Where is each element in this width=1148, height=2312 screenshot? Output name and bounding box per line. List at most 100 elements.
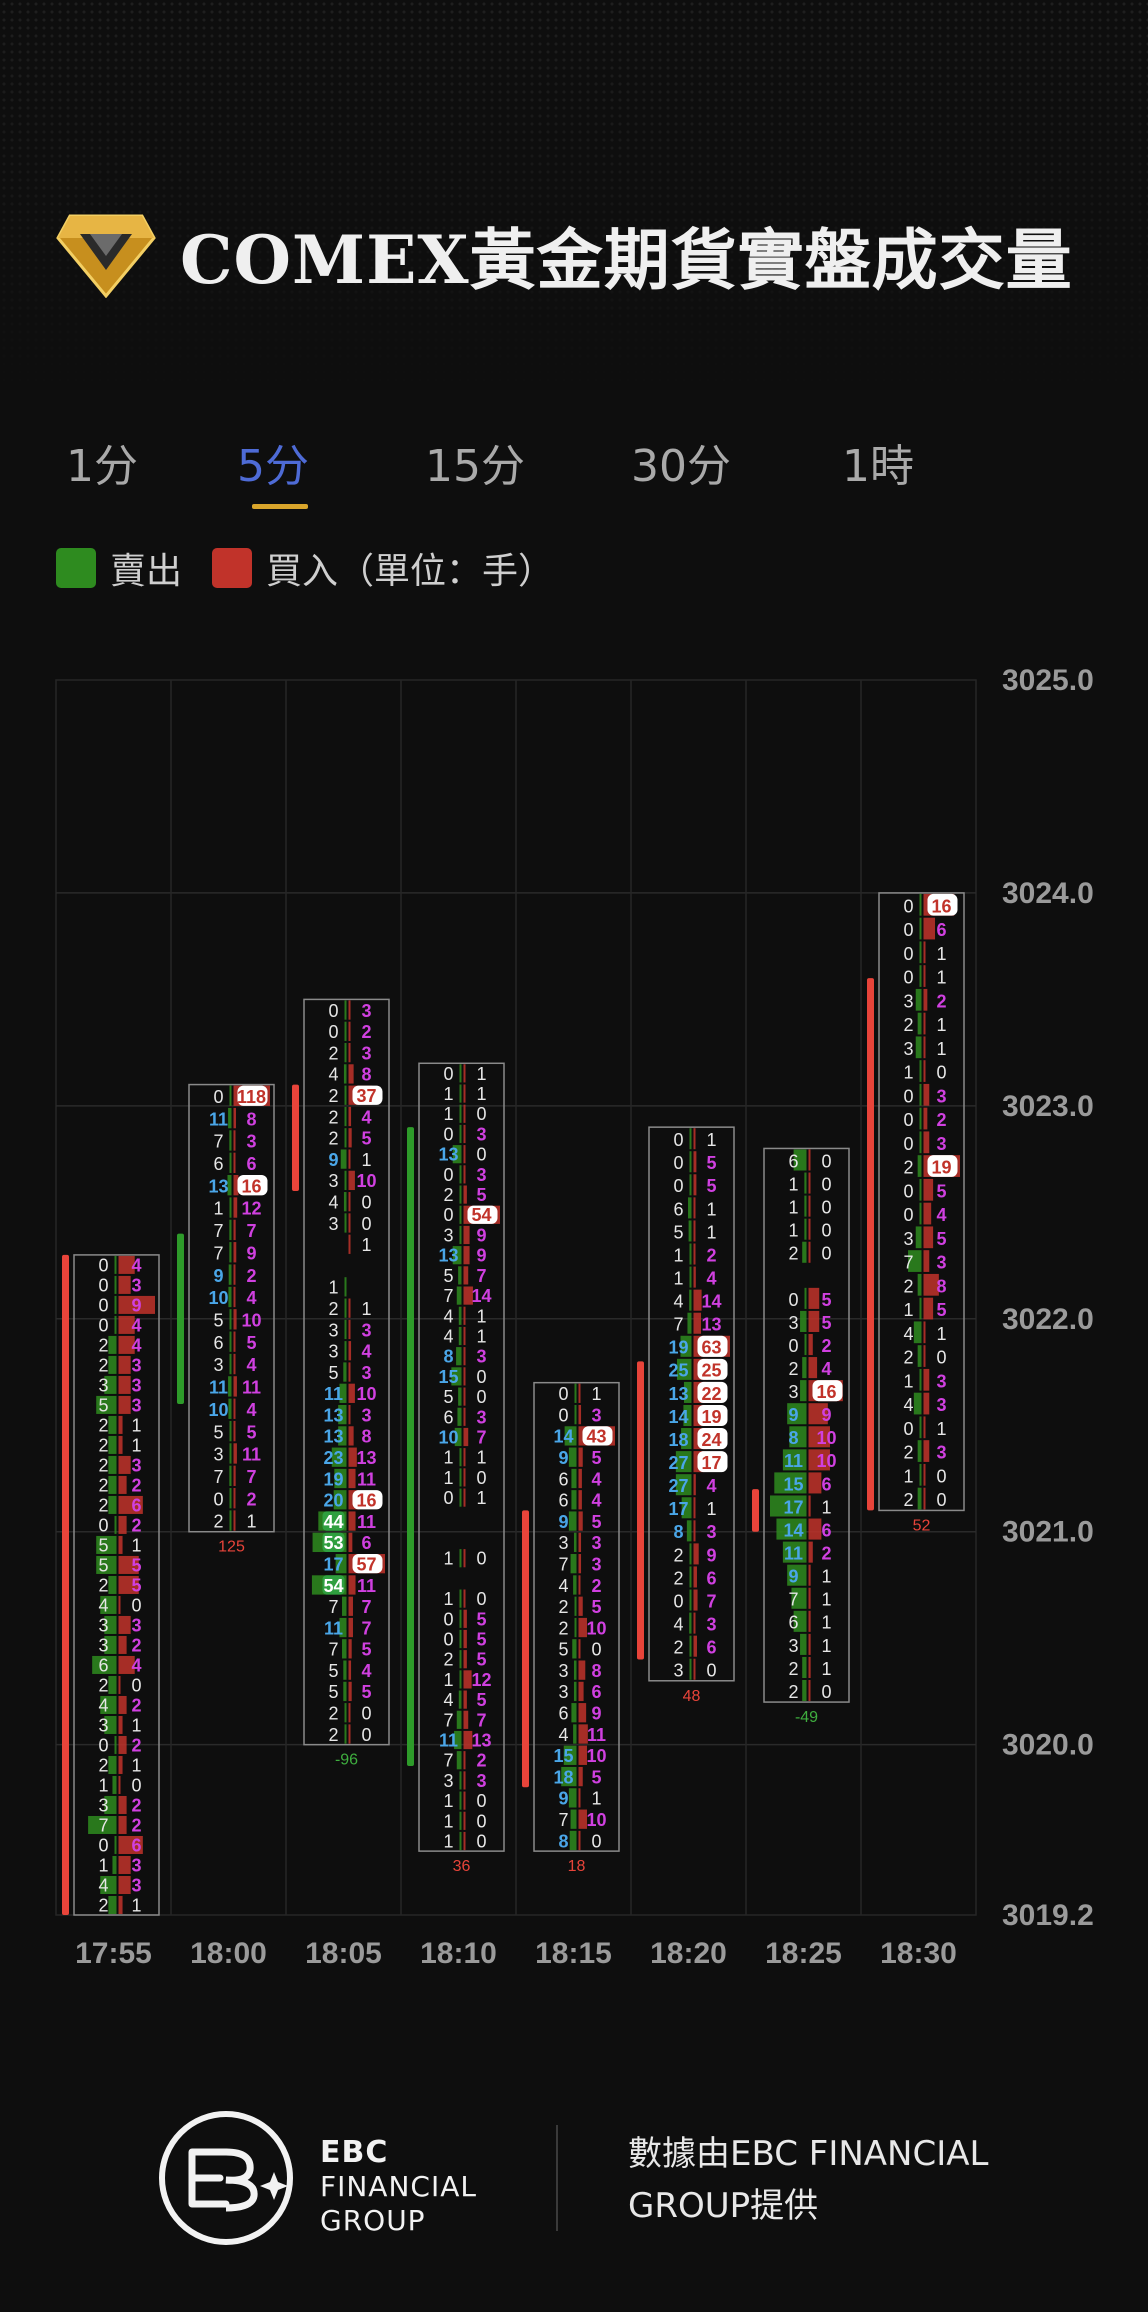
sell-volume-bar (683, 1404, 692, 1427)
sell-volume-label: 13 (208, 1176, 228, 1196)
sell-volume-bar (908, 1250, 922, 1272)
sell-volume-label: 11 (784, 1544, 803, 1564)
buy-volume-label: 5 (476, 1629, 486, 1649)
sell-volume-label: 4 (328, 1065, 338, 1085)
sell-volume-label: 1 (443, 1549, 453, 1569)
buy-volume-label: 0 (131, 1775, 141, 1795)
sell-volume-label: 3 (443, 1771, 453, 1791)
sell-volume-bar (459, 1104, 462, 1123)
buy-volume-bar (808, 1472, 822, 1494)
buy-volume-bar (118, 1895, 123, 1914)
buy-volume-bar (808, 1564, 811, 1586)
buy-volume-bar (578, 1830, 581, 1851)
sell-volume-bar (573, 1660, 577, 1680)
buy-volume-bar (693, 1289, 702, 1311)
buy-volume-bar (118, 1335, 135, 1354)
buy-volume-bar (808, 1449, 830, 1471)
buy-volume-bar (348, 1362, 351, 1382)
legend-unit-label: （單位：手） (338, 551, 555, 592)
sell-volume-label: 1 (788, 1221, 798, 1241)
sell-volume-bar (919, 1202, 922, 1225)
buy-volume-bar (118, 1735, 127, 1754)
sell-volume-label: 2 (98, 1455, 108, 1475)
buy-volume-label: 5 (936, 1181, 946, 1201)
buy-volume-bar (808, 1333, 813, 1356)
sell-volume-bar (793, 1149, 807, 1171)
buy-volume-label: 0 (591, 1640, 601, 1660)
buy-volume-label: 0 (476, 1831, 486, 1851)
sell-volume-bar (112, 1855, 117, 1874)
buy-volume-label: 11 (357, 1469, 376, 1489)
sell-volume-label: 2 (328, 1299, 338, 1319)
sell-volume-bar (919, 1083, 922, 1106)
sell-volume-bar (919, 965, 922, 987)
buy-swatch-icon (212, 548, 253, 588)
buy-volume-label: 4 (131, 1315, 141, 1335)
buy-volume-label: 1 (706, 1130, 716, 1150)
sell-volume-label: 4 (558, 1725, 568, 1745)
buy-volume-label: 17 (701, 1453, 721, 1473)
sell-volume-label: 15 (553, 1746, 573, 1766)
sell-volume-highlight (322, 1532, 345, 1553)
buy-volume-label: 6 (706, 1568, 716, 1588)
buy-volume-bar (118, 1535, 123, 1554)
sell-volume-label: 7 (328, 1597, 338, 1617)
buy-volume-label: 3 (361, 1405, 371, 1425)
sell-volume-label: 2 (98, 1355, 108, 1375)
footprint-box (763, 1147, 850, 1703)
buy-volume-label: 3 (936, 1371, 946, 1391)
buy-volume-label: 3 (476, 1124, 486, 1144)
sell-volume-label: 17 (668, 1499, 688, 1519)
buy-volume-label: 3 (591, 1533, 601, 1553)
buy-volume-label: 0 (821, 1197, 831, 1217)
buy-volume-label: 1 (246, 1512, 256, 1532)
tab-15min[interactable]: 15分 (425, 441, 525, 492)
sell-volume-bar (915, 1036, 922, 1059)
buy-volume-label: 1 (131, 1895, 141, 1915)
buy-volume-label: 5 (361, 1682, 371, 1702)
sell-volume-bar (573, 1681, 577, 1702)
price-tick-label: 3019.2 (1002, 1899, 1094, 1932)
sell-volume-label: 9 (328, 1150, 338, 1170)
buy-volume-label: 4 (246, 1355, 256, 1375)
tab-1hour[interactable]: 1時 (842, 441, 914, 492)
sell-volume-bar (458, 1306, 462, 1325)
brand-line-1: EBC (320, 2135, 389, 2170)
sell-volume-label: 4 (443, 1306, 453, 1326)
delta-label: 48 (683, 1688, 701, 1705)
sell-volume-bar (100, 1595, 117, 1614)
sell-volume-label: 4 (673, 1614, 683, 1634)
buy-volume-bar (923, 1440, 930, 1462)
buy-volume-label: 3 (936, 1395, 946, 1415)
buy-volume-bar (463, 1367, 466, 1386)
buy-volume-bar (463, 1609, 467, 1628)
tab-5min[interactable]: 5分 (237, 441, 309, 492)
sell-volume-label: 2 (98, 1415, 108, 1435)
sell-volume-bar (919, 941, 922, 964)
sell-volume-bar (229, 1152, 232, 1173)
sell-volume-bar (339, 1617, 347, 1638)
sell-volume-bar (229, 1309, 232, 1330)
buy-volume-label: 3 (361, 1320, 371, 1340)
tab-1min[interactable]: 1分 (66, 441, 138, 492)
buy-volume-bar (693, 1658, 696, 1680)
sell-volume-highlight (322, 1575, 345, 1595)
buy-volume-label: 6 (591, 1682, 601, 1702)
sell-volume-label: 2 (443, 1650, 453, 1670)
buy-volume-label: 5 (476, 1690, 486, 1710)
buy-volume-label: 1 (821, 1567, 831, 1587)
tab-30min[interactable]: 30分 (631, 441, 731, 492)
sell-volume-bar (459, 1165, 462, 1184)
buy-volume-bar (118, 1255, 135, 1274)
sell-volume-bar (340, 1149, 347, 1169)
sell-volume-bar (459, 1225, 462, 1245)
sell-volume-label: 1 (328, 1278, 338, 1298)
buy-volume-label: 6 (936, 920, 946, 940)
buy-volume-bar (808, 1172, 811, 1194)
sell-volume-label: 13 (438, 1145, 458, 1165)
sell-volume-label: 3 (788, 1636, 798, 1656)
buy-volume-label: 10 (586, 1746, 606, 1766)
footprint-box (303, 998, 390, 1746)
buy-volume-label: 6 (246, 1154, 256, 1174)
sell-volume-label: 3 (558, 1682, 568, 1702)
